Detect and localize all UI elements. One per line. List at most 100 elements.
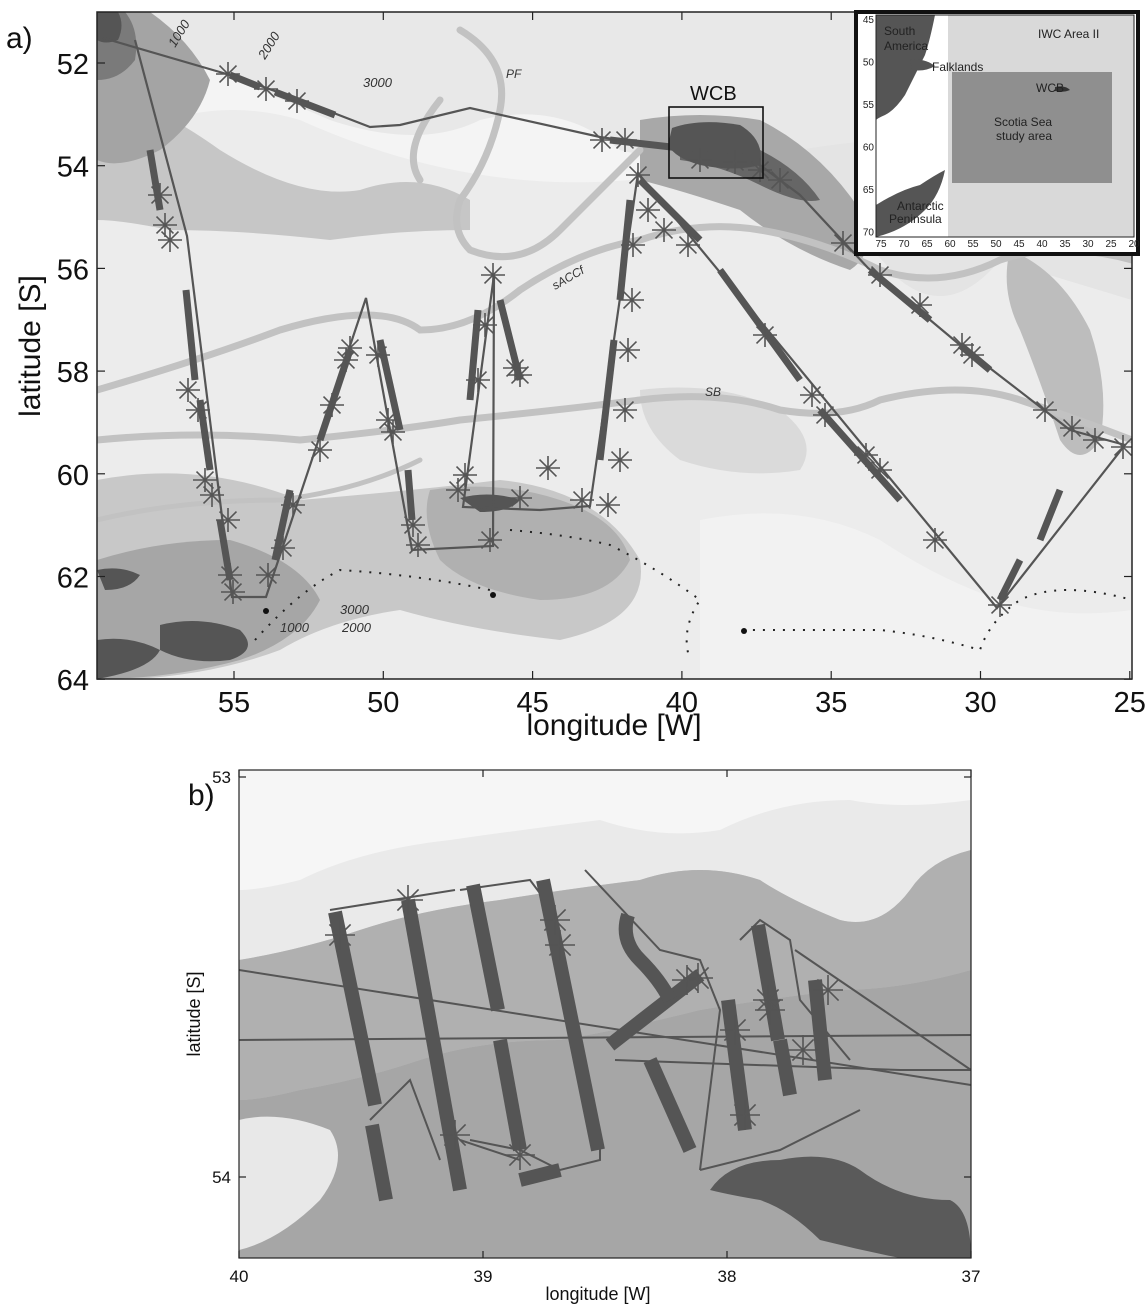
x-tick-label: 45 [516,687,548,719]
sighting-star-icon [652,218,676,242]
sighting-star-icon [854,443,878,467]
y-tick-label: 52 [57,49,89,81]
inset-label-south: South [884,24,915,38]
sighting-star-icon [1033,398,1057,422]
track-segment [596,339,618,461]
sighting-star-icon [325,920,355,950]
sighting-star-icon [730,1100,760,1130]
x-tick-label: 30 [964,687,996,719]
sighting-star-icon [813,975,843,1005]
inset-land-antarctic-peninsula [876,170,945,237]
ice-edge [254,529,1132,661]
transect-segment [536,878,605,1152]
sighting-star-icon [1111,435,1132,459]
sighting-star-icon [723,150,747,174]
inset-x-tick: 60 [944,239,956,250]
south-orkney-plateau [426,486,630,600]
inset-label-antarctic: Antarctic [897,199,944,213]
panel-b: b) 40 39 38 37 53 54 longitude [W] latitude [… [184,768,980,1304]
sighting-star-icon [393,885,423,915]
fronts [97,26,1132,523]
x-tick-label: 35 [815,687,847,719]
southern-boundary-branch [97,457,423,523]
land-shetland-1 [97,568,140,590]
y-tick-label: 54 [57,152,89,184]
sighting-star-icon [334,348,358,372]
sighting-star-icon [753,323,777,347]
sighting-star-icon [176,378,200,402]
station-dot [263,608,269,614]
ice-edge-east [743,589,1132,652]
sighting-star-icon [200,483,224,507]
wcb-box [668,106,764,179]
contour-label-3000-top: 3000 [363,75,393,90]
sighting-star-icon [153,213,177,237]
contour-label-1000-bottom: 1000 [280,620,310,635]
land-peninsula [97,638,160,679]
sighting-star-icon [923,528,947,552]
sighting-star-icon [590,128,614,152]
sighting-star-icon [338,336,362,360]
track-leg [459,1139,521,1161]
bathymetry-ridge-north [97,90,470,240]
sighting-star-icon [254,77,278,101]
track-segment [316,348,354,442]
polar-front-branch [409,96,444,184]
sighting-star-icon [570,488,594,512]
track-segment [996,558,1024,602]
sighting-star-icon [508,486,532,510]
transect-segment [401,898,467,1192]
front-label-pf: PF [506,67,522,81]
inset-x-tick: 25 [1105,239,1117,250]
sighting-star-icon [813,403,837,427]
inset-y-tick: 55 [863,100,875,111]
sighting-star-icon [596,493,620,517]
sighting-star-icon [788,1035,818,1065]
y-tick-label: 53 [212,768,231,787]
sighting-star-icon [508,363,532,387]
sighting-star-icon [505,1140,535,1170]
track-segment [196,399,214,471]
inset-land-south-america [876,15,935,120]
inset-label-falklands: Falklands [932,60,983,74]
panel-b-ylabel: latitude [S] [184,971,204,1056]
panel-b-xlabel: longitude [W] [545,1284,650,1304]
sighting-star-icon [216,508,240,532]
sighting-star-icon [466,368,490,392]
sighting-star-icon [256,563,280,587]
weddell-deep [700,513,1132,679]
x-tick-label: 39 [474,1267,493,1286]
inset-x-tick: 30 [1082,239,1094,250]
sighting-star-icon [193,468,217,492]
sighting-markers-b [325,885,843,1170]
inset-label-wcb: WCB [1036,81,1064,95]
sighting-star-icon [545,930,575,960]
panel-a-xlabel: longitude [W] [526,709,701,742]
scotia-study-area [952,72,1112,183]
sighting-star-icon [218,563,242,587]
transect-segment [365,1123,393,1202]
panel-a-frame [96,11,1133,680]
panel-b-label: b) [188,779,215,812]
bathymetry-lightest [239,770,971,890]
panel-a-axes: 55 50 45 40 35 30 25 52 54 56 58 60 62 64 [57,12,1145,719]
panel-a-label: a) [6,22,33,55]
front-label-sb: SB [705,385,721,399]
sighting-star-icon [481,263,505,287]
inset-x-tick: 40 [1036,239,1048,250]
track-segment [1036,488,1064,542]
inset-label-study: study area [996,129,1052,143]
panel-b-map [239,770,971,1258]
transect-segment [466,883,505,1012]
track-leg [699,1109,861,1171]
sb-line [97,386,1132,444]
sighting-star-icon [221,580,245,604]
x-tick-label: 40 [666,687,698,719]
sighting-star-icon [616,338,640,362]
track-segment [717,267,803,383]
sighting-star-icon [308,438,332,462]
inset-label-america: America [884,39,928,53]
track-segment [404,469,416,521]
